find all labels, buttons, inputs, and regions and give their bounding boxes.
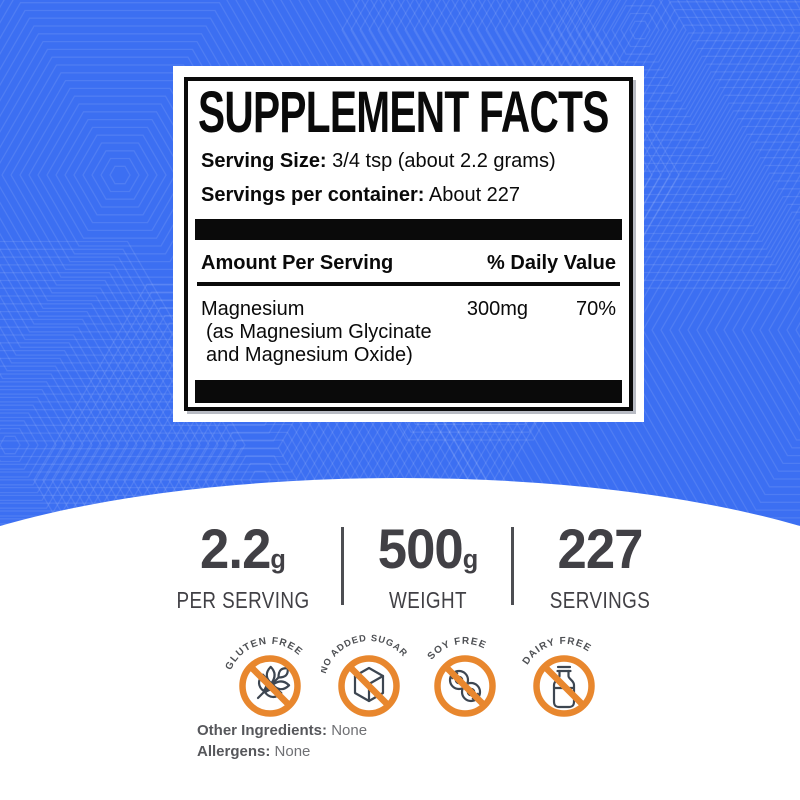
stat-weight-label: WEIGHT [389, 587, 467, 613]
prohibition-icon [533, 655, 595, 717]
stat-servings-label: SERVINGS [549, 587, 651, 613]
serving-size-value: 3/4 tsp (about 2.2 grams) [332, 150, 556, 172]
badge-dairy-free: DAIRY FREE [516, 622, 612, 722]
ingredient-name: Magnesium (as Magnesium Glycinate and Ma… [201, 298, 450, 367]
stat-per-serving: 2.2g PER SERVING [155, 517, 331, 614]
serving-size-line: Serving Size: 3/4 tsp (about 2.2 grams) [198, 150, 619, 173]
table-header: Amount Per Serving % Daily Value [198, 252, 619, 275]
amount-per-serving-header: Amount Per Serving [201, 252, 394, 274]
daily-value-header: % Daily Value [487, 252, 616, 274]
stat-divider [341, 527, 344, 605]
footnotes: Other Ingredients: None Allergens: None [197, 720, 367, 762]
stat-per-serving-value: 2.2g [200, 517, 286, 580]
facts-content: SUPPLEMENT FACTS Serving Size: 3/4 tsp (… [192, 83, 625, 403]
badge-gluten-free: GLUTEN FREE [222, 622, 318, 722]
ingredient-name-line3: and Magnesium Oxide) [206, 344, 413, 366]
servings-value: About 227 [428, 184, 521, 206]
header-rule [197, 282, 620, 286]
facts-border: SUPPLEMENT FACTS Serving Size: 3/4 tsp (… [184, 77, 633, 411]
badge-no-added-sugar: NO ADDED SUGAR [321, 622, 417, 722]
stat-weight: 500g WEIGHT [340, 517, 516, 614]
ingredient-daily-value: 70% [575, 298, 616, 320]
serving-size-label: Serving Size: [201, 150, 327, 172]
thick-black-bar-top [195, 219, 622, 240]
curved-white-section [0, 478, 800, 800]
stat-weight-value: 500g [377, 517, 479, 580]
supplement-facts-panel: SUPPLEMENT FACTS Serving Size: 3/4 tsp (… [173, 66, 644, 422]
thick-black-bar-bottom [195, 380, 622, 403]
stat-servings: 227 SERVINGS [512, 517, 688, 614]
prohibition-icon [338, 655, 400, 717]
ingredient-name-line1: Magnesium [201, 298, 305, 320]
other-ingredients-line: Other Ingredients: None [197, 722, 368, 739]
facts-title: SUPPLEMENT FACTS [198, 83, 609, 145]
allergens-line: Allergens: None [197, 743, 311, 760]
prohibition-icon [239, 655, 301, 717]
badge-soy-free: SOY FREE [417, 622, 513, 722]
stat-divider [511, 527, 514, 605]
stat-per-serving-label: PER SERVING [176, 587, 310, 613]
stat-servings-value: 227 [557, 517, 643, 580]
servings-per-container-line: Servings per container: About 227 [198, 184, 619, 207]
ingredient-amount: 300mg [466, 298, 528, 320]
servings-label: Servings per container: [201, 184, 425, 206]
table-row: Magnesium (as Magnesium Glycinate and Ma… [198, 298, 619, 367]
prohibition-icon [434, 655, 496, 717]
ingredient-name-line2: (as Magnesium Glycinate [206, 321, 432, 343]
